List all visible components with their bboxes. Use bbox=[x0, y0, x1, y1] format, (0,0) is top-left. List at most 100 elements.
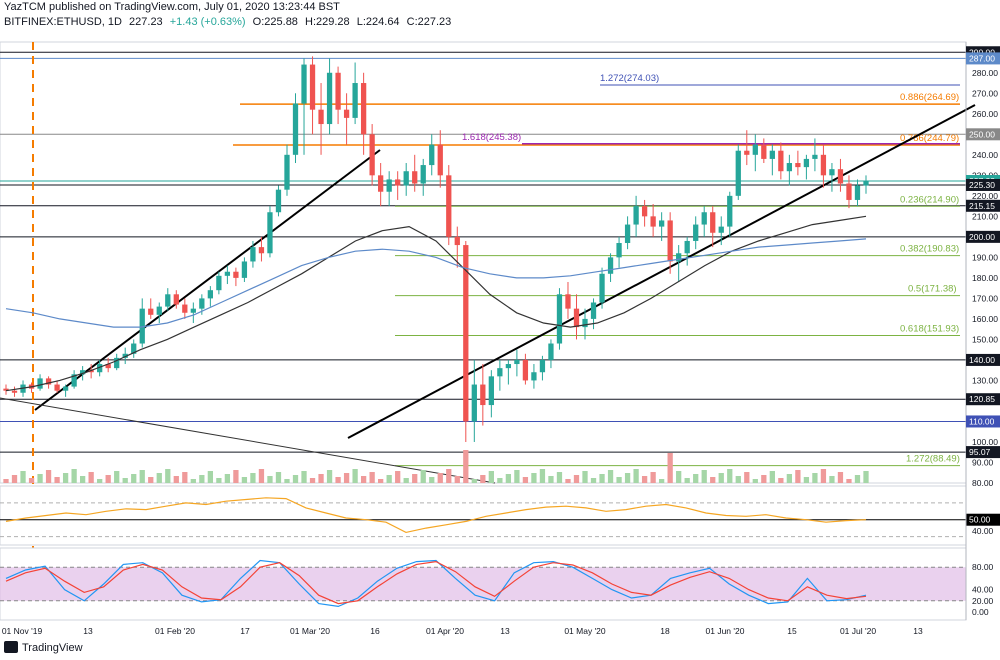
volume-bar bbox=[548, 476, 554, 483]
candle-body bbox=[241, 261, 248, 278]
candle-body bbox=[633, 206, 639, 225]
candle-body bbox=[616, 243, 622, 258]
candle-body bbox=[659, 220, 665, 227]
volume-bar bbox=[710, 477, 716, 483]
candle-body bbox=[854, 185, 861, 200]
candle-body bbox=[590, 302, 597, 319]
volume-bar bbox=[386, 475, 392, 483]
candle-body bbox=[105, 364, 111, 369]
price-axis[interactable]: 80.0090.00100.00110.00120.00130.00140.00… bbox=[965, 42, 1000, 620]
volume-bar bbox=[54, 477, 60, 483]
price-tag-label: 110.00 bbox=[969, 416, 995, 426]
tradingview-logo-text: TradingView bbox=[22, 642, 83, 654]
candle-body bbox=[3, 388, 9, 391]
candle-body bbox=[11, 390, 18, 393]
candle-body bbox=[45, 378, 52, 385]
last-price: 227.23 bbox=[129, 16, 163, 28]
trendline-resistance bbox=[0, 397, 496, 484]
volume-bar bbox=[565, 479, 571, 483]
candle-body bbox=[386, 179, 392, 192]
price-pane[interactable]: 0.886(264.69) 0.786(244.79) 0.236(214.90) 0… bbox=[0, 41, 976, 620]
candle-body bbox=[412, 171, 418, 184]
volume-bar bbox=[335, 477, 341, 483]
candle-body bbox=[539, 359, 546, 373]
candle-body bbox=[693, 224, 699, 241]
volume-bar bbox=[701, 470, 707, 483]
y-tick-label: 260.00 bbox=[972, 109, 998, 119]
low-value: 224.64 bbox=[366, 16, 400, 28]
volume-bar bbox=[718, 473, 724, 483]
candle-body bbox=[667, 220, 673, 262]
volume-bar bbox=[616, 477, 622, 483]
volume-bar bbox=[812, 473, 818, 483]
candle-body bbox=[250, 247, 256, 262]
candle-body bbox=[803, 158, 810, 168]
candle-body bbox=[599, 273, 605, 303]
candle-body bbox=[548, 343, 554, 360]
x-tick-label: 13 bbox=[913, 626, 923, 636]
candle-body bbox=[812, 154, 818, 159]
volume-bar bbox=[165, 469, 171, 483]
volume-bar bbox=[744, 472, 750, 483]
price-tag bbox=[966, 128, 1000, 141]
volume-bar bbox=[693, 474, 699, 483]
candle-body bbox=[863, 181, 869, 186]
ema-blue-line bbox=[5, 238, 867, 328]
y-tick-label: 220.00 bbox=[972, 191, 998, 201]
volume-bar bbox=[437, 473, 443, 483]
candle-body bbox=[505, 364, 512, 369]
volume-bar bbox=[267, 476, 273, 483]
volume-bar bbox=[360, 476, 367, 483]
volume-bar bbox=[590, 478, 597, 483]
x-tick-label: 01 Apr '20 bbox=[426, 626, 464, 636]
price-tag bbox=[966, 415, 1000, 428]
price-tag-label: 95.07 bbox=[969, 447, 991, 457]
rsi-line bbox=[5, 497, 867, 534]
rsi-tick-label: 40.00 bbox=[972, 526, 994, 536]
candle-body bbox=[309, 64, 316, 110]
volume-bar bbox=[139, 470, 145, 483]
candle-body bbox=[173, 294, 179, 305]
stoch-d-line bbox=[5, 560, 867, 605]
candle-body bbox=[122, 353, 128, 358]
close-value: 227.23 bbox=[418, 16, 452, 28]
time-axis[interactable]: 01 Nov '19 13 01 Feb '20 17 01 Mar '20 16 01 A… bbox=[2, 626, 923, 636]
volume-bar bbox=[539, 469, 546, 483]
tradingview-logo[interactable]: TradingView bbox=[4, 641, 83, 654]
volume-bar bbox=[199, 475, 205, 483]
candle-body bbox=[497, 368, 503, 377]
volume-bar bbox=[292, 475, 299, 483]
x-tick-label: 01 Nov '19 bbox=[2, 626, 43, 636]
y-tick-label: 210.00 bbox=[972, 211, 998, 221]
candle-body bbox=[676, 253, 682, 262]
volume-bar bbox=[641, 476, 648, 483]
volume-bar bbox=[62, 473, 69, 483]
candle-body bbox=[718, 226, 724, 233]
high-value: 229.28 bbox=[316, 16, 350, 28]
volume-bar bbox=[207, 471, 213, 483]
volume-bar bbox=[216, 478, 222, 483]
candle-body bbox=[429, 144, 435, 166]
volume-bar bbox=[752, 479, 758, 483]
volume-bar bbox=[778, 478, 784, 483]
candle-body bbox=[79, 370, 86, 375]
volume-bar bbox=[471, 479, 477, 483]
candle-body bbox=[446, 175, 452, 237]
y-tick-label: 100.00 bbox=[972, 437, 998, 447]
stoch-tick-label: 20.00 bbox=[972, 596, 994, 606]
y-tick-label: 240.00 bbox=[972, 150, 998, 160]
volume-bar bbox=[352, 469, 358, 483]
volume-bar bbox=[378, 479, 384, 483]
x-tick-label: 01 May '20 bbox=[564, 626, 606, 636]
volume-bar bbox=[131, 474, 137, 483]
candle-body bbox=[335, 72, 341, 110]
candle-body bbox=[292, 103, 299, 155]
volume-bar bbox=[11, 475, 18, 483]
close-label: C: bbox=[407, 16, 418, 28]
y-tick-label: 270.00 bbox=[972, 88, 998, 98]
candle-body bbox=[624, 224, 631, 244]
volume-bar bbox=[369, 472, 375, 483]
